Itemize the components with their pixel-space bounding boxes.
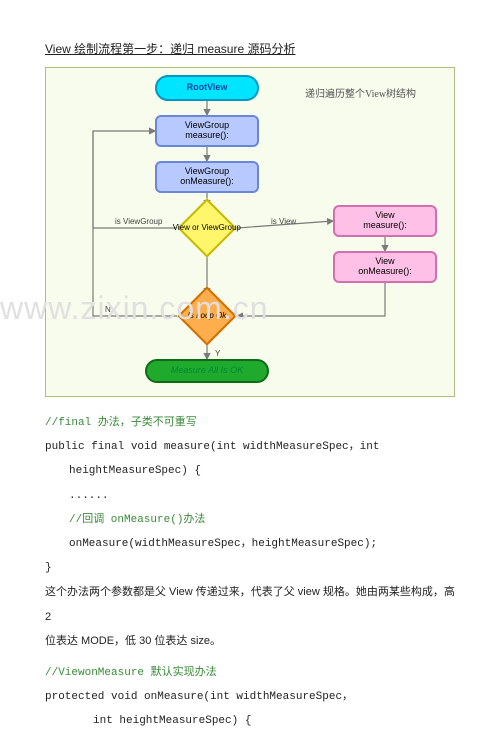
- node-vMeasure: Viewmeasure():: [333, 205, 437, 237]
- comment-1: //final 办法，子类不可重写: [45, 411, 455, 435]
- diagram-annotation: 递归遍历整个View树结构: [305, 85, 416, 100]
- paragraph: 这个办法两个参数都是父 View 传递过来，代表了父 view 规格。她由两某些…: [45, 580, 455, 628]
- edge-label-isvg: is ViewGroup: [115, 217, 162, 226]
- flowchart: 递归遍历整个View树结构 RootView ViewGroupmeasure()…: [45, 67, 455, 397]
- paragraph: 位表达 MODE，低 30 位表达 size。: [45, 629, 455, 653]
- article-body: //final 办法，子类不可重写 public final void meas…: [45, 411, 455, 733]
- edge-label-y: Y: [215, 349, 220, 358]
- code-line: heightMeasureSpec) {: [69, 459, 455, 483]
- node-vgOnMeas: ViewGrouponMeasure():: [155, 161, 259, 193]
- node-vgMeasure: ViewGroupmeasure():: [155, 115, 259, 147]
- code-line: public final void measure(int widthMeasu…: [45, 435, 455, 459]
- code-line: int heightMeasureSpec) {: [93, 709, 455, 733]
- code-line: }: [45, 556, 455, 580]
- code-line: onMeasure(widthMeasureSpec，heightMeasure…: [69, 532, 455, 556]
- comment-3: //ViewonMeasure 默认实现办法: [45, 661, 455, 685]
- node-root: RootView: [155, 75, 259, 101]
- edge-label-isview: is View: [271, 217, 296, 226]
- code-line: ......: [69, 484, 455, 508]
- node-vOnMeas: ViewonMeasure():: [333, 251, 437, 283]
- node-done: Measure All Is OK: [145, 359, 269, 383]
- edge-label-n: N: [105, 305, 111, 314]
- comment-2: //回调 onMeasure()办法: [69, 508, 455, 532]
- page-title: View 绘制流程第一步：递归 measure 源码分析: [45, 40, 455, 57]
